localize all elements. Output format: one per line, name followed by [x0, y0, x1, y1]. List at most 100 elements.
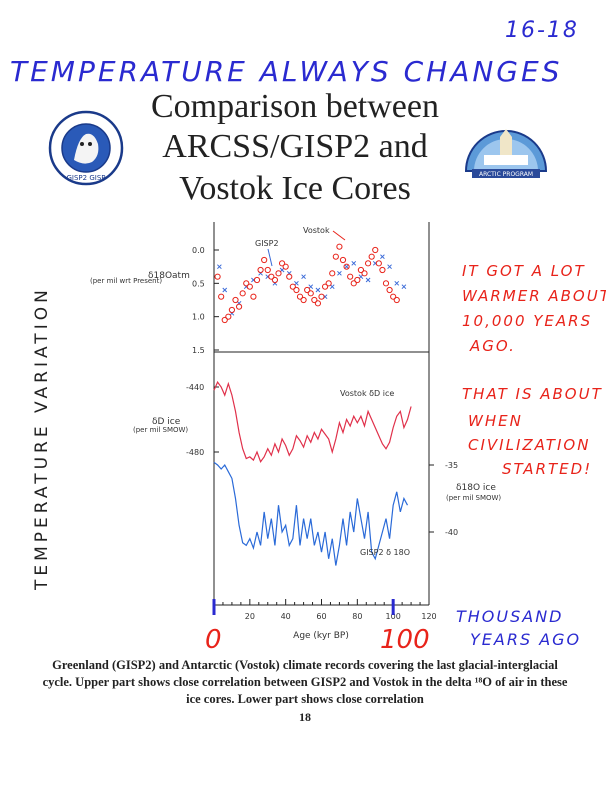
handwritten-headline: TEMPERATURE ALWAYS CHANGES [10, 55, 563, 88]
vostok-point-44 [372, 246, 379, 254]
lower-label-vostok: Vostok δD ice [340, 389, 394, 398]
lower-right-tick-label-1: -40 [445, 528, 458, 537]
axis-note-line2: YEARS AGO [470, 630, 582, 649]
x-tick-label-3: 80 [352, 612, 362, 621]
upper-ytick-label-2: 1.0 [192, 313, 205, 322]
upper-label-vostok: Vostok [303, 226, 330, 235]
title-line-2: ARCSS/GISP2 and [162, 128, 428, 165]
vostok-point-4 [228, 306, 236, 314]
page-number: 18 [299, 710, 311, 724]
note2-line4: STARTED! [502, 460, 593, 478]
handwritten-page-label: 16-18 [505, 18, 579, 43]
title-line-3: Vostok Ice Cores [179, 170, 411, 207]
vostok-point-16 [271, 276, 279, 284]
vostok-point-14 [264, 266, 271, 274]
vostok-point-30 [321, 283, 329, 290]
note2-line2: WHEN [468, 412, 523, 430]
gisp2-point-23 [380, 254, 385, 260]
vostok-point-42 [364, 260, 372, 267]
vostok-point-31 [325, 280, 332, 287]
note2-line3: CIVILIZATION [468, 436, 591, 454]
upper-ylabel-sub: (per mil wrt Present) [90, 277, 162, 285]
logo-right-text: ARCTIC PROGRAM [479, 171, 533, 178]
handwritten-age-hundred: 100 [380, 625, 430, 655]
vostok-point-47 [382, 280, 390, 287]
vostok-point-38 [350, 280, 357, 287]
vostok-point-50 [393, 296, 400, 304]
vostok-point-19 [282, 263, 289, 270]
vostok-point-2 [221, 316, 228, 324]
x-tick-label-2: 60 [316, 612, 326, 621]
lower-left-tick-label-0: -440 [186, 383, 204, 392]
x-tick-label-0: 20 [245, 612, 255, 621]
note2-line1: THAT IS ABOUT [462, 385, 603, 403]
vostok-point-35 [339, 256, 347, 264]
lower-right-axis-sub: (per mil SMOW) [446, 494, 501, 502]
x-tick-label-5: 120 [421, 612, 436, 621]
lower-right-axis-label: δ18O ice [456, 483, 496, 493]
vostok-point-20 [286, 273, 293, 280]
title-line-1: Comparison between [151, 88, 439, 125]
vostok-point-39 [354, 276, 361, 284]
figure-caption: Greenland (GISP2) and Antarctic (Vostok)… [42, 658, 568, 706]
vostok-point-23 [296, 293, 304, 300]
gisp2-point-18 [344, 264, 349, 270]
vostok-point-32 [329, 270, 336, 277]
vostok-point-41 [361, 270, 368, 277]
x-tick-label-1: 40 [281, 612, 291, 621]
logo-left-text: GISP2 GISP [67, 174, 106, 182]
note1-line1: IT GOT A LOT [462, 262, 586, 280]
vostok-point-15 [268, 273, 275, 280]
lower-label-gisp2: GISP2 δ 18O [360, 548, 410, 557]
upper-ytick-label-3: 1.5 [192, 346, 205, 355]
vostok-point-29 [318, 293, 325, 300]
upper-ytick-label-0: 0.0 [192, 246, 205, 255]
gisp2-point-25 [394, 280, 400, 286]
vostok-point-37 [347, 273, 354, 280]
vostok-point-1 [218, 293, 225, 300]
lower-left-tick-label-1: -480 [186, 448, 204, 457]
vostok-point-3 [225, 313, 232, 320]
vostok-point-5 [232, 296, 239, 304]
handwritten-age-zero: 0 [205, 625, 222, 655]
arctic-program-logo: ARCTIC PROGRAM [464, 129, 548, 178]
vostok-point-6 [235, 303, 243, 310]
vostok-point-48 [386, 286, 393, 294]
vostok-point-49 [390, 293, 397, 300]
gisp2-point-12 [301, 274, 306, 280]
vostok-point-7 [239, 290, 246, 297]
vostok-point-27 [311, 296, 318, 304]
vostok-point-21 [289, 283, 296, 290]
upper-ytick-label-1: 0.5 [192, 279, 205, 288]
x-axis-label: Age (kyr BP) [293, 631, 349, 641]
vostok-point-10 [250, 293, 257, 300]
vostok-point-17 [275, 270, 282, 277]
note1-line3: 10,000 YEARS [462, 312, 593, 330]
gisp2-d18o-line [213, 461, 409, 566]
vostok-point-43 [368, 253, 375, 260]
gisp2-point-26 [401, 284, 407, 290]
vostok-point-0 [214, 273, 221, 280]
gisp2-point-1 [222, 287, 228, 293]
vostok-point-45 [375, 260, 382, 267]
vostok-point-24 [300, 296, 307, 304]
vostok-point-18 [278, 260, 286, 267]
axis-note-line1: THOUSAND [456, 607, 564, 626]
vostok-point-28 [314, 300, 322, 307]
vostok-point-13 [261, 256, 268, 264]
gisp2-point-14 [315, 287, 321, 293]
x-tick-label-4: 100 [386, 612, 401, 621]
vostok-point-34 [336, 243, 343, 250]
vostok-point-46 [379, 266, 386, 274]
vostok-point-8 [243, 280, 250, 287]
gisp2-point-24 [387, 264, 392, 270]
vostok-point-36 [343, 263, 350, 270]
lower-right-tick-label-0: -35 [445, 461, 458, 470]
gisp2-label-arrow [267, 248, 273, 267]
vostok-point-11 [253, 276, 261, 284]
upper-ylabel: δ18Oatm [148, 271, 190, 281]
vostok-point-33 [332, 253, 339, 260]
vostok-point-12 [257, 266, 264, 274]
upper-label-gisp2: GISP2 [255, 239, 279, 248]
